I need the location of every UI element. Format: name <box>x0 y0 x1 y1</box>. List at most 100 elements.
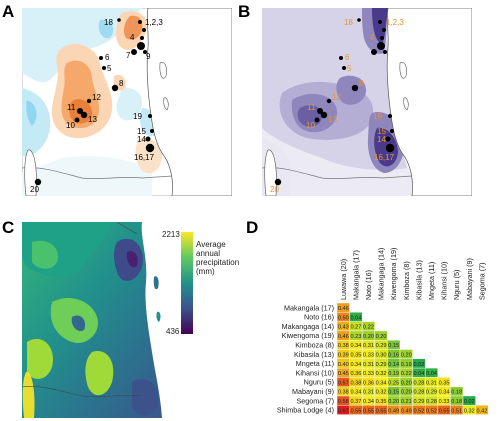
site-dot <box>274 178 282 186</box>
matrix-cell-value: 0.28 <box>426 399 437 405</box>
matrix-cell <box>475 405 489 415</box>
precipitation-colorbar <box>181 232 193 334</box>
site-label: 13 <box>88 115 97 124</box>
site-label: 20 <box>270 185 279 194</box>
country-border <box>116 222 138 235</box>
legend-title-line: annual <box>196 249 221 258</box>
matrix-cell-value: 0.28 <box>413 390 424 396</box>
site-dot <box>388 114 392 118</box>
matrix-cell-value: 0.29 <box>376 362 387 368</box>
matrix-cell-value: 0.20 <box>388 399 399 405</box>
dry-region <box>27 338 53 379</box>
matrix-cell-value: 0.15 <box>388 343 399 349</box>
matrix-cell-value: 0.14 <box>388 362 399 368</box>
site-dot <box>86 98 92 104</box>
site-label: 4 <box>370 33 375 42</box>
island <box>403 97 409 111</box>
legend-title: Average annual precipitation (mm) <box>196 240 239 276</box>
site-dot <box>137 42 145 50</box>
lake-malawi <box>24 149 37 196</box>
site-dot <box>339 56 343 60</box>
matrix-cell-value: 0.33 <box>439 399 450 405</box>
country-border <box>22 167 173 179</box>
site-dot <box>117 18 121 22</box>
matrix-cell-value: 0.34 <box>363 399 374 405</box>
matrix-cell-value: 0.02 <box>413 362 424 368</box>
matrix-cell-value: 0.21 <box>401 399 412 405</box>
site-label: 6 <box>345 53 350 62</box>
matrix-column-label: Makangaga (14) <box>377 248 386 300</box>
matrix-cell-value: 0.55 <box>376 408 387 414</box>
site-dot <box>357 18 361 22</box>
matrix-cell-value: 0.49 <box>401 408 412 414</box>
site-dot <box>148 114 152 118</box>
site-dot <box>145 143 155 153</box>
site-label: 14 <box>137 135 146 144</box>
matrix-cell-value: 0.35 <box>376 399 387 405</box>
matrix-row-label: Shimba Lodge (4) <box>277 406 334 415</box>
site-dot <box>385 143 395 153</box>
matrix-cell-value: 0.35 <box>350 352 361 358</box>
panel-a-map: 18 1,2,3 4 7 9 6 5 8 12 11 10 13 19 15 1… <box>22 8 232 196</box>
site-dot <box>317 108 323 114</box>
island <box>163 97 169 111</box>
matrix-cell-value: 0.34 <box>376 380 387 386</box>
site-dot <box>342 66 346 70</box>
site-dot <box>74 117 80 123</box>
site-label: 1,2,3 <box>145 18 163 27</box>
legend-title-line: precipitation <box>196 258 240 267</box>
matrix-cell-value: 0.51 <box>451 408 462 414</box>
site-label: 5 <box>107 64 112 73</box>
matrix-cell-value: 0.46 <box>338 334 349 340</box>
island <box>153 276 159 290</box>
matrix-cell-value: 0.40 <box>338 362 349 368</box>
matrix-cell-value: 0.55 <box>363 408 374 414</box>
matrix-column-label: Kimboza (8) <box>402 261 411 300</box>
site-label: 15 <box>377 127 386 136</box>
matrix-cell-value: 0.58 <box>338 399 349 405</box>
site-label: 8 <box>359 79 364 88</box>
matrix-row-label: Makangala (17) <box>284 303 334 312</box>
site-label: 14 <box>377 135 386 144</box>
panel-label-b: B <box>238 2 251 21</box>
site-dot <box>371 49 377 55</box>
site-label: 10 <box>66 121 75 130</box>
matrix-cell-value: 0.38 <box>338 343 349 349</box>
site-label: 6 <box>105 53 110 62</box>
island <box>159 61 167 79</box>
distance-matrix: Luwawa (20) Makangala (17) Noto (16) Makang… <box>277 248 489 415</box>
matrix-column-label: Kiwengoma (19) <box>389 248 398 300</box>
site-label: 13 <box>328 115 337 124</box>
matrix-cell-value: 0.19 <box>401 362 412 368</box>
site-dot <box>383 50 387 54</box>
site-label: 10 <box>306 121 315 130</box>
site-label: 11 <box>67 103 76 112</box>
matrix-cell-value: 0.18 <box>451 399 462 405</box>
blue-region <box>98 19 114 39</box>
site-label: 5 <box>347 64 352 73</box>
matrix-cell-value: 0.34 <box>350 362 361 368</box>
matrix-cell-value: 0.30 <box>376 352 387 358</box>
panel-label-a: A <box>2 2 15 21</box>
matrix-cell-value: 0.20 <box>401 380 412 386</box>
matrix-cell-value: 0.27 <box>350 325 361 331</box>
matrix-row-label: Kibasila (13) <box>294 350 334 359</box>
matrix-column-label: Noto (16) <box>364 270 373 300</box>
site-dot <box>351 84 359 92</box>
site-label: 7 <box>126 51 131 60</box>
site-dot <box>138 20 142 24</box>
site-dot <box>111 84 119 92</box>
matrix-cell-value: 0.20 <box>376 334 387 340</box>
site-label: 4 <box>130 33 135 42</box>
matrix-cell-value: 0.38 <box>338 390 349 396</box>
dry-region <box>85 351 114 396</box>
site-dot <box>145 136 151 142</box>
matrix-cell-value: 0.36 <box>350 371 361 377</box>
matrix-column-label: Mngeta (11) <box>427 262 436 300</box>
matrix-column-label: Kihansi (10) <box>440 262 449 300</box>
lake-malawi <box>264 149 277 196</box>
matrix-row-label: Noto (16) <box>304 313 334 322</box>
matrix-row-label: Mngeta (11) <box>296 359 334 368</box>
matrix-cell-value: 0.22 <box>401 371 412 377</box>
matrix-column-label: Mabayani (9) <box>465 258 474 300</box>
